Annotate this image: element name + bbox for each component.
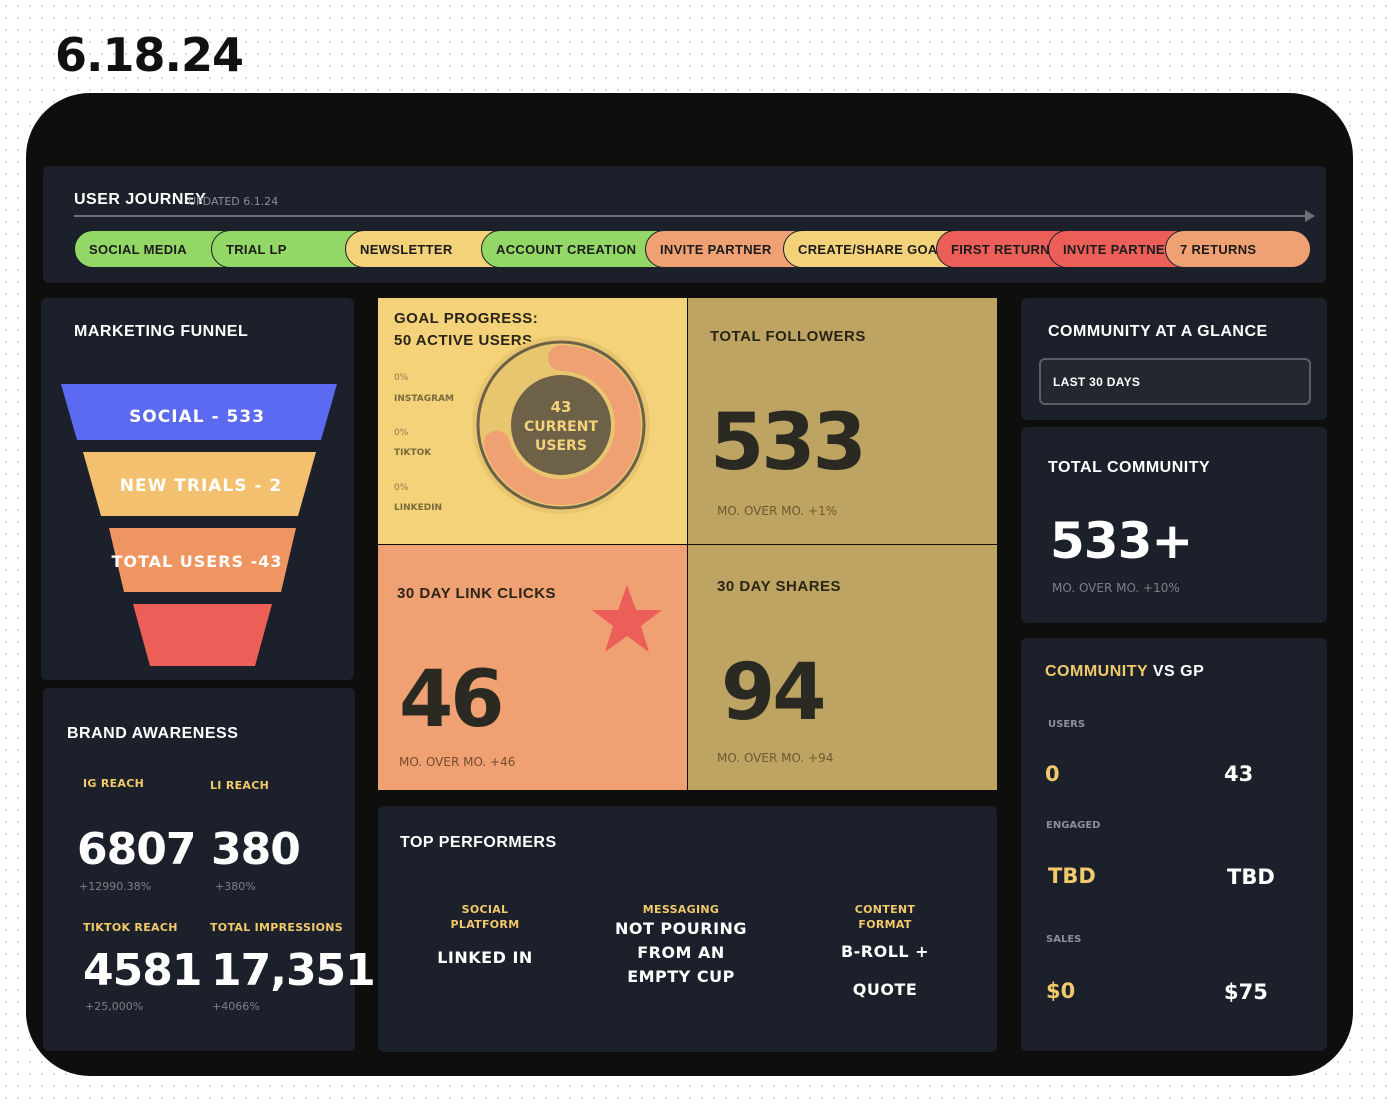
sales-gp-value: $75 xyxy=(1224,980,1268,1004)
journey-step: 7 RETURNS xyxy=(1165,230,1311,268)
li-reach-change: +380% xyxy=(215,880,256,893)
goal-progress-subtitle: 50 ACTIVE USERS xyxy=(394,332,533,349)
format-label-line2: FORMAT xyxy=(858,918,912,931)
messaging-value-line2: FROM AN xyxy=(637,943,725,962)
users-label: USERS xyxy=(1048,719,1086,730)
total-impressions-value: 17,351 xyxy=(211,945,376,996)
li-reach-value: 380 xyxy=(211,824,301,875)
goal-progress-ring: 43 CURRENT USERS xyxy=(472,336,650,514)
ig-reach-change: +12990.38% xyxy=(79,880,152,893)
link-clicks-tile: 30 DAY LINK CLICKS 46 MO. OVER MO. +46 xyxy=(378,545,687,790)
messaging-value-line3: EMPTY CUP xyxy=(627,967,735,986)
total-community-panel: TOTAL COMMUNITY 533+ MO. OVER MO. +10% xyxy=(1021,427,1327,623)
ig-reach-value: 6807 xyxy=(77,824,196,875)
link-clicks-title: 30 DAY LINK CLICKS xyxy=(397,585,557,602)
tiktok-reach-change: +25,000% xyxy=(85,1000,144,1013)
platform-label-line1: SOCIAL xyxy=(461,903,509,916)
funnel-chart: SOCIAL - 533 NEW TRIALS - 2 TOTAL USERS … xyxy=(61,384,337,666)
top-performer-messaging: MESSAGING NOT POURING FROM AN EMPTY CUP xyxy=(596,902,766,989)
goal-center-line1: CURRENT xyxy=(524,419,598,435)
star-icon xyxy=(592,585,662,652)
engaged-label: ENGAGED xyxy=(1046,820,1101,831)
sales-community-value: $0 xyxy=(1046,979,1076,1003)
page-date: 6.18.24 xyxy=(55,28,244,82)
engaged-gp-value: TBD xyxy=(1227,865,1275,889)
user-journey-panel: USER JOURNEY UPDATED 6.1.24 SOCIAL MEDIA… xyxy=(43,166,1326,283)
arrow-right-icon xyxy=(1305,210,1315,222)
goal-progress-tile: GOAL PROGRESS: 50 ACTIVE USERS 0% INSTAG… xyxy=(378,298,687,544)
funnel-level-2 xyxy=(83,452,316,516)
brand-awareness-panel: BRAND AWARENESS IG REACH LI REACH 6807 3… xyxy=(43,688,376,1051)
engaged-community-value: TBD xyxy=(1048,864,1096,888)
total-community-change: MO. OVER MO. +10% xyxy=(1052,581,1180,595)
top-performer-platform: SOCIAL PLATFORM LINKED IN xyxy=(425,902,545,970)
top-performer-format: CONTENT FORMAT B-ROLL + QUOTE xyxy=(825,902,945,1002)
funnel-level-1 xyxy=(61,384,337,440)
goal-center-value: 43 xyxy=(551,398,572,416)
total-followers-change: MO. OVER MO. +1% xyxy=(717,504,838,518)
tiktok-reach-value: 4581 xyxy=(83,945,202,996)
total-community-title: TOTAL COMMUNITY xyxy=(1048,459,1211,476)
goal-progress-arc xyxy=(483,345,641,505)
community-title-part: COMMUNITY xyxy=(1045,663,1148,680)
tiktok-label: TIKTOK xyxy=(394,448,432,458)
total-followers-title: TOTAL FOLLOWERS xyxy=(710,328,866,345)
marketing-funnel-panel: MARKETING FUNNEL SOCIAL - 533 NEW TRIALS… xyxy=(41,298,354,680)
tiktok-reach-label: TIKTOK REACH xyxy=(83,921,178,934)
shares-change: MO. OVER MO. +94 xyxy=(717,751,834,765)
tiktok-pct: 0% xyxy=(394,428,409,438)
brand-awareness-title: BRAND AWARENESS xyxy=(67,725,239,742)
community-vs-gp-title: COMMUNITY VS GP xyxy=(1045,663,1204,681)
total-impressions-change: +4066% xyxy=(212,1000,260,1013)
li-reach-label: LI REACH xyxy=(210,779,270,792)
linkedin-pct: 0% xyxy=(394,483,409,493)
shares-value: 94 xyxy=(721,648,827,738)
instagram-pct: 0% xyxy=(394,373,409,383)
link-clicks-change: MO. OVER MO. +46 xyxy=(399,755,516,769)
community-vs-gp-panel: COMMUNITY VS GP USERS 0 43 ENGAGED TBD T… xyxy=(1021,638,1327,1051)
funnel-label-1: SOCIAL - 533 xyxy=(129,407,265,427)
shares-tile: 30 DAY SHARES 94 MO. OVER MO. +94 xyxy=(688,545,997,790)
journey-line xyxy=(74,215,1309,217)
total-impressions-label: TOTAL IMPRESSIONS xyxy=(210,921,343,934)
community-glance-title: COMMUNITY AT A GLANCE xyxy=(1048,323,1268,340)
linkedin-label: LINKEDIN xyxy=(394,503,443,513)
user-journey-updated: UPDATED 6.1.24 xyxy=(188,195,279,208)
top-performers-title: TOP PERFORMERS xyxy=(400,834,557,851)
instagram-label: INSTAGRAM xyxy=(394,394,455,404)
format-value-line1: B-ROLL + xyxy=(840,942,930,961)
funnel-label-3: TOTAL USERS -43 xyxy=(111,552,282,571)
link-clicks-value: 46 xyxy=(399,655,505,745)
users-gp-value: 43 xyxy=(1224,762,1254,786)
users-community-value: 0 xyxy=(1045,762,1060,786)
ig-reach-label: IG REACH xyxy=(83,777,145,790)
funnel-level-3 xyxy=(109,528,296,592)
goal-center-line2: USERS xyxy=(535,438,587,454)
total-followers-value: 533 xyxy=(710,398,867,488)
top-performers-panel: TOP PERFORMERS SOCIAL PLATFORM LINKED IN… xyxy=(378,806,997,1052)
total-community-value: 533+ xyxy=(1050,512,1193,570)
format-label-line1: CONTENT xyxy=(854,903,916,916)
messaging-value-line1: NOT POURING xyxy=(614,919,748,938)
messaging-label: MESSAGING xyxy=(642,903,720,916)
platform-label-line2: PLATFORM xyxy=(450,918,520,931)
date-range-button[interactable]: LAST 30 DAYS xyxy=(1039,358,1311,405)
format-value-line2: QUOTE xyxy=(852,980,918,999)
user-journey-title: USER JOURNEY xyxy=(74,191,207,208)
shares-title: 30 DAY SHARES xyxy=(717,578,842,595)
goal-progress-title: GOAL PROGRESS: xyxy=(394,310,539,327)
sales-label: SALES xyxy=(1046,934,1082,945)
platform-value: LINKED IN xyxy=(437,948,533,967)
total-followers-tile: TOTAL FOLLOWERS 533 MO. OVER MO. +1% xyxy=(688,298,997,544)
vs-gp-title-part: VS GP xyxy=(1152,663,1205,680)
funnel-label-2: NEW TRIALS - 2 xyxy=(120,476,282,496)
community-glance-panel: COMMUNITY AT A GLANCE LAST 30 DAYS xyxy=(1021,298,1327,420)
marketing-funnel-title: MARKETING FUNNEL xyxy=(74,323,249,340)
funnel-level-4 xyxy=(133,604,272,666)
